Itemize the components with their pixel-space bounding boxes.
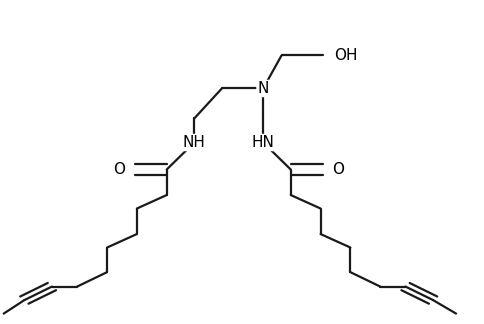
Text: NH: NH bbox=[182, 135, 205, 150]
Text: OH: OH bbox=[333, 48, 357, 63]
Text: O: O bbox=[113, 162, 125, 177]
Text: HN: HN bbox=[251, 135, 274, 150]
Text: O: O bbox=[332, 162, 343, 177]
Text: N: N bbox=[257, 81, 268, 96]
